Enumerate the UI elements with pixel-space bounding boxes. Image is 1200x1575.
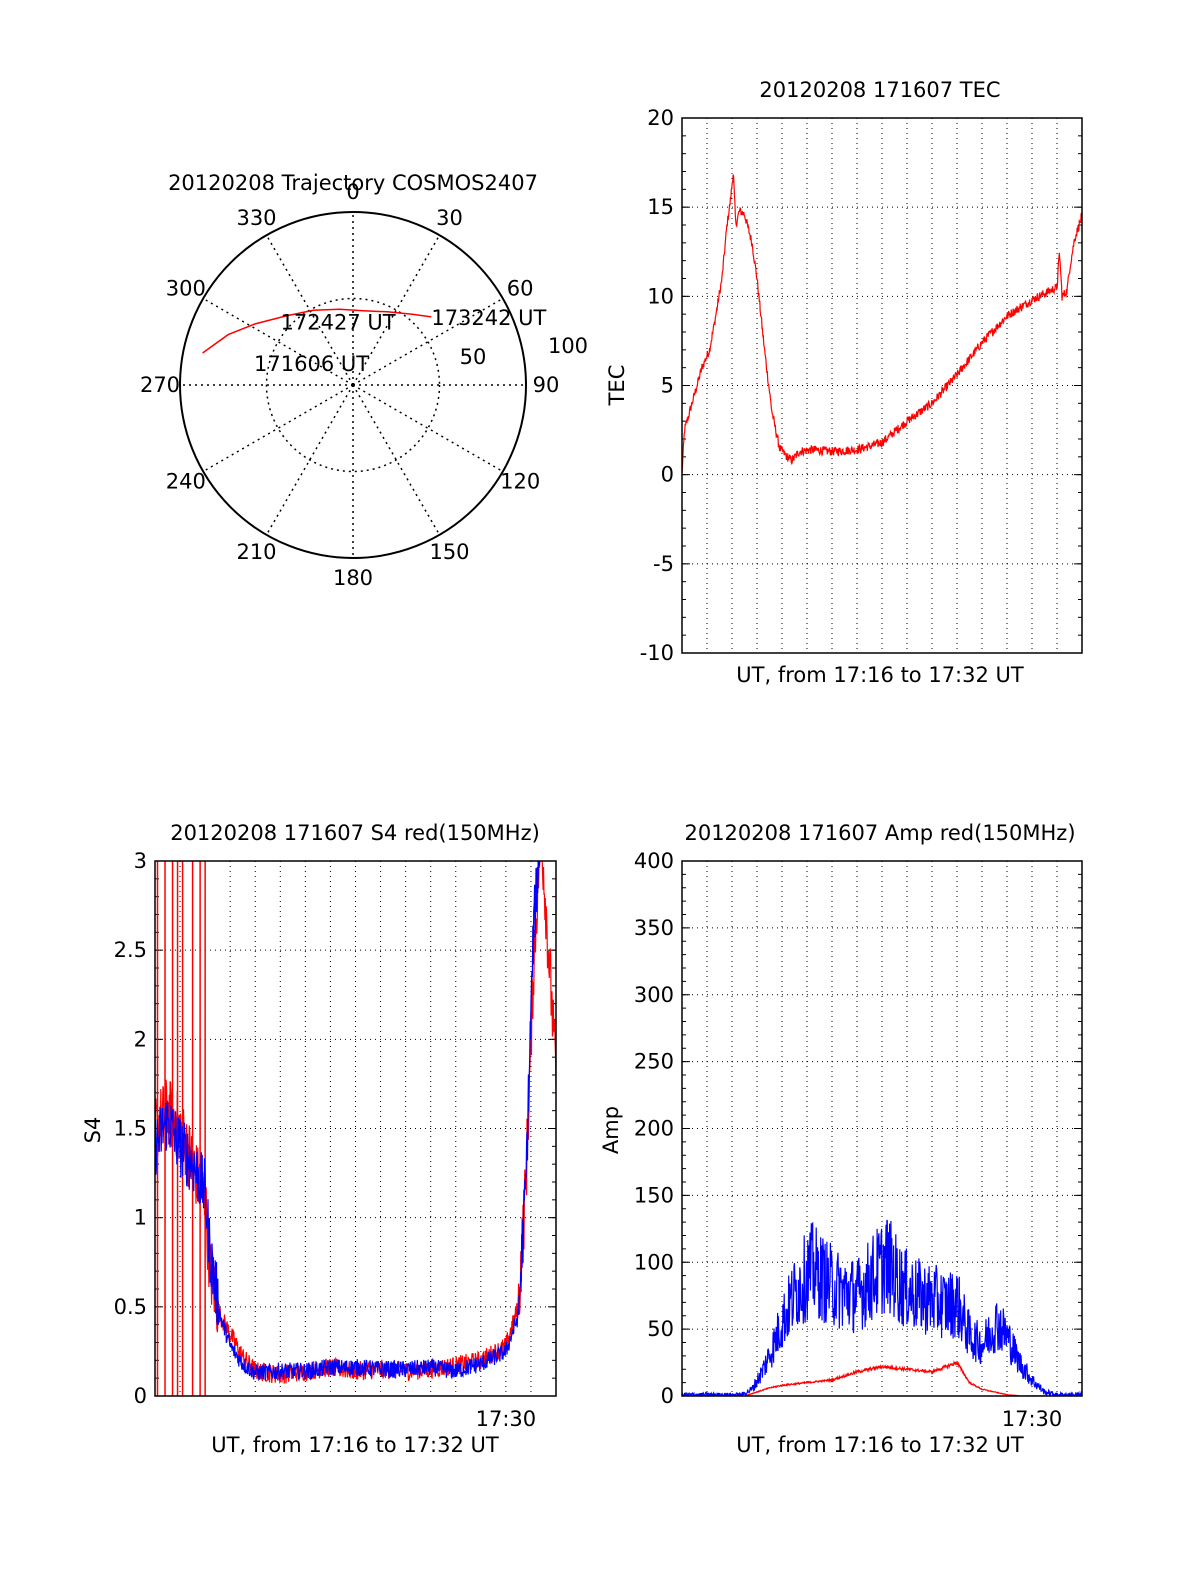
y-tick-label: 1.5 [114,1117,147,1141]
polar-angle-tick-label: 0 [346,180,359,204]
polar-spoke [352,384,441,536]
y-tick-label: 15 [647,195,674,219]
polar-angle-tick-label: 300 [166,277,206,301]
y-tick-label: 5 [661,374,674,398]
y-tick-label: 0.5 [114,1295,147,1319]
trajectory-time-annotation: 173242 UT [431,306,546,330]
polar-spoke [265,384,354,536]
tec-y-axis-label: TEC [605,365,629,407]
series-line [682,174,1082,474]
amp-y-axis-label: Amp [599,1106,623,1154]
y-tick-label: 300 [634,983,674,1007]
amp-x-axis-label: UT, from 17:16 to 17:32 UT [736,1433,1024,1457]
polar-spoke [352,384,504,473]
polar-radius-label: 100 [548,334,588,358]
y-tick-label: 350 [634,916,674,940]
trajectory-time-annotation: 172427 UT [281,310,396,334]
y-tick-label: 0 [661,463,674,487]
y-tick-label: 10 [647,284,674,308]
amp-chart-title: 20120208 171607 Amp red(150MHz) [684,821,1075,845]
polar-spoke [265,234,354,386]
y-tick-label: 400 [634,849,674,873]
polar-angle-tick-label: 120 [500,470,540,494]
y-tick-label: 0 [661,1384,674,1408]
tec-chart-title: 20120208 171607 TEC [759,78,1000,102]
series-line [682,1219,1082,1396]
plot-frame [154,860,557,1397]
trajectory-line [202,308,432,354]
amp-line-chart: 20120208 171607 Amp red(150MHz) UT, from… [599,821,1083,1457]
polar-spoke [352,297,504,386]
y-tick-label: 200 [634,1117,674,1141]
y-tick-label: 2.5 [114,938,147,962]
y-tick-label: 150 [634,1183,674,1207]
plot-frame [681,860,1083,1397]
polar-angle-tick-label: 30 [436,206,463,230]
y-tick-label: 100 [634,1250,674,1274]
s4-y-axis-label: S4 [81,1117,105,1144]
polar-angle-tick-label: 270 [140,373,180,397]
polar-outer-ring [179,211,527,559]
polar-angle-tick-label: 150 [429,540,469,564]
s4-x-axis-label: UT, from 17:16 to 17:32 UT [211,1433,499,1457]
y-tick-label: 1 [134,1206,147,1230]
x-tick-label: 17:30 [1002,1407,1063,1431]
polar-radius-label: 50 [460,345,487,369]
y-tick-label: -10 [640,641,674,665]
x-tick-label: 17:30 [476,1407,537,1431]
polar-spoke [352,234,441,386]
tec-x-axis-label: UT, from 17:16 to 17:32 UT [736,663,1024,687]
trajectory-time-annotation: 171606 UT [254,352,369,376]
y-tick-label: 250 [634,1050,674,1074]
y-tick-label: 0 [134,1384,147,1408]
y-tick-label: 20 [647,106,674,130]
polar-angle-tick-label: 240 [166,470,206,494]
y-tick-label: 3 [134,849,147,873]
polar-chart-title: 20120208 Trajectory COSMOS2407 [168,171,538,195]
polar-angle-tick-label: 180 [333,566,373,590]
y-tick-label: -5 [653,552,674,576]
s4-line-chart: 20120208 171607 S4 red(150MHz) UT, from … [81,821,557,1457]
trajectory-polar-chart: 20120208 Trajectory COSMOS2407 0 30 60 90 12… [140,171,588,590]
polar-angle-tick-label: 330 [236,206,276,230]
polar-inner-ring [265,297,441,473]
polar-angle-tick-label: 60 [507,277,534,301]
polar-spoke [202,384,354,473]
y-tick-label: 50 [647,1317,674,1341]
tec-line-chart: 20120208 171607 TEC UT, from 17:16 to 17… [605,78,1083,687]
polar-angle-tick-label: 90 [533,373,560,397]
y-tick-label: 2 [134,1027,147,1051]
s4-chart-title: 20120208 171607 S4 red(150MHz) [170,821,540,845]
polar-spoke [202,297,354,386]
polar-angle-tick-label: 210 [236,540,276,564]
plot-frame [681,117,1083,654]
series-line [155,861,541,1382]
